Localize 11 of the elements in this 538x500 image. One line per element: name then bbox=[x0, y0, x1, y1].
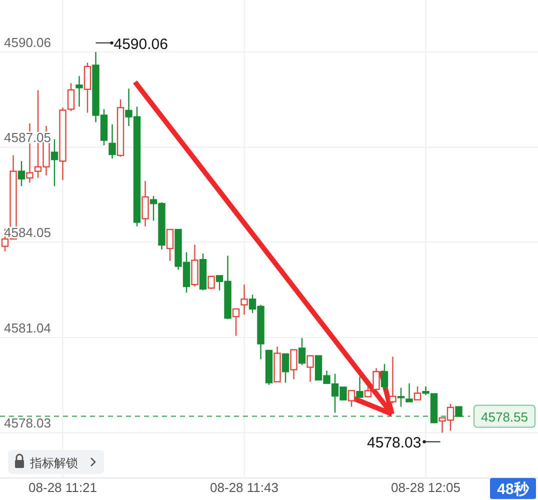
y-tick-label: 4578.03 bbox=[4, 416, 51, 431]
annotation: 4578.03 bbox=[367, 434, 422, 452]
text: 48秒 bbox=[497, 481, 530, 498]
y-tick-label: 4590.06 bbox=[4, 34, 51, 50]
x-tick-label: 08-28 11:43 bbox=[210, 480, 278, 495]
annotation: 4590.06 bbox=[114, 36, 168, 53]
ref-line-label: 4578.55 bbox=[481, 409, 528, 424]
y-tick-label: 4581.04 bbox=[4, 320, 51, 336]
x-tick-label: 08-28 11:21 bbox=[28, 480, 97, 495]
annotation: 指标解锁 bbox=[29, 456, 78, 470]
x-tick-label: 08-28 12:05 bbox=[391, 480, 460, 495]
